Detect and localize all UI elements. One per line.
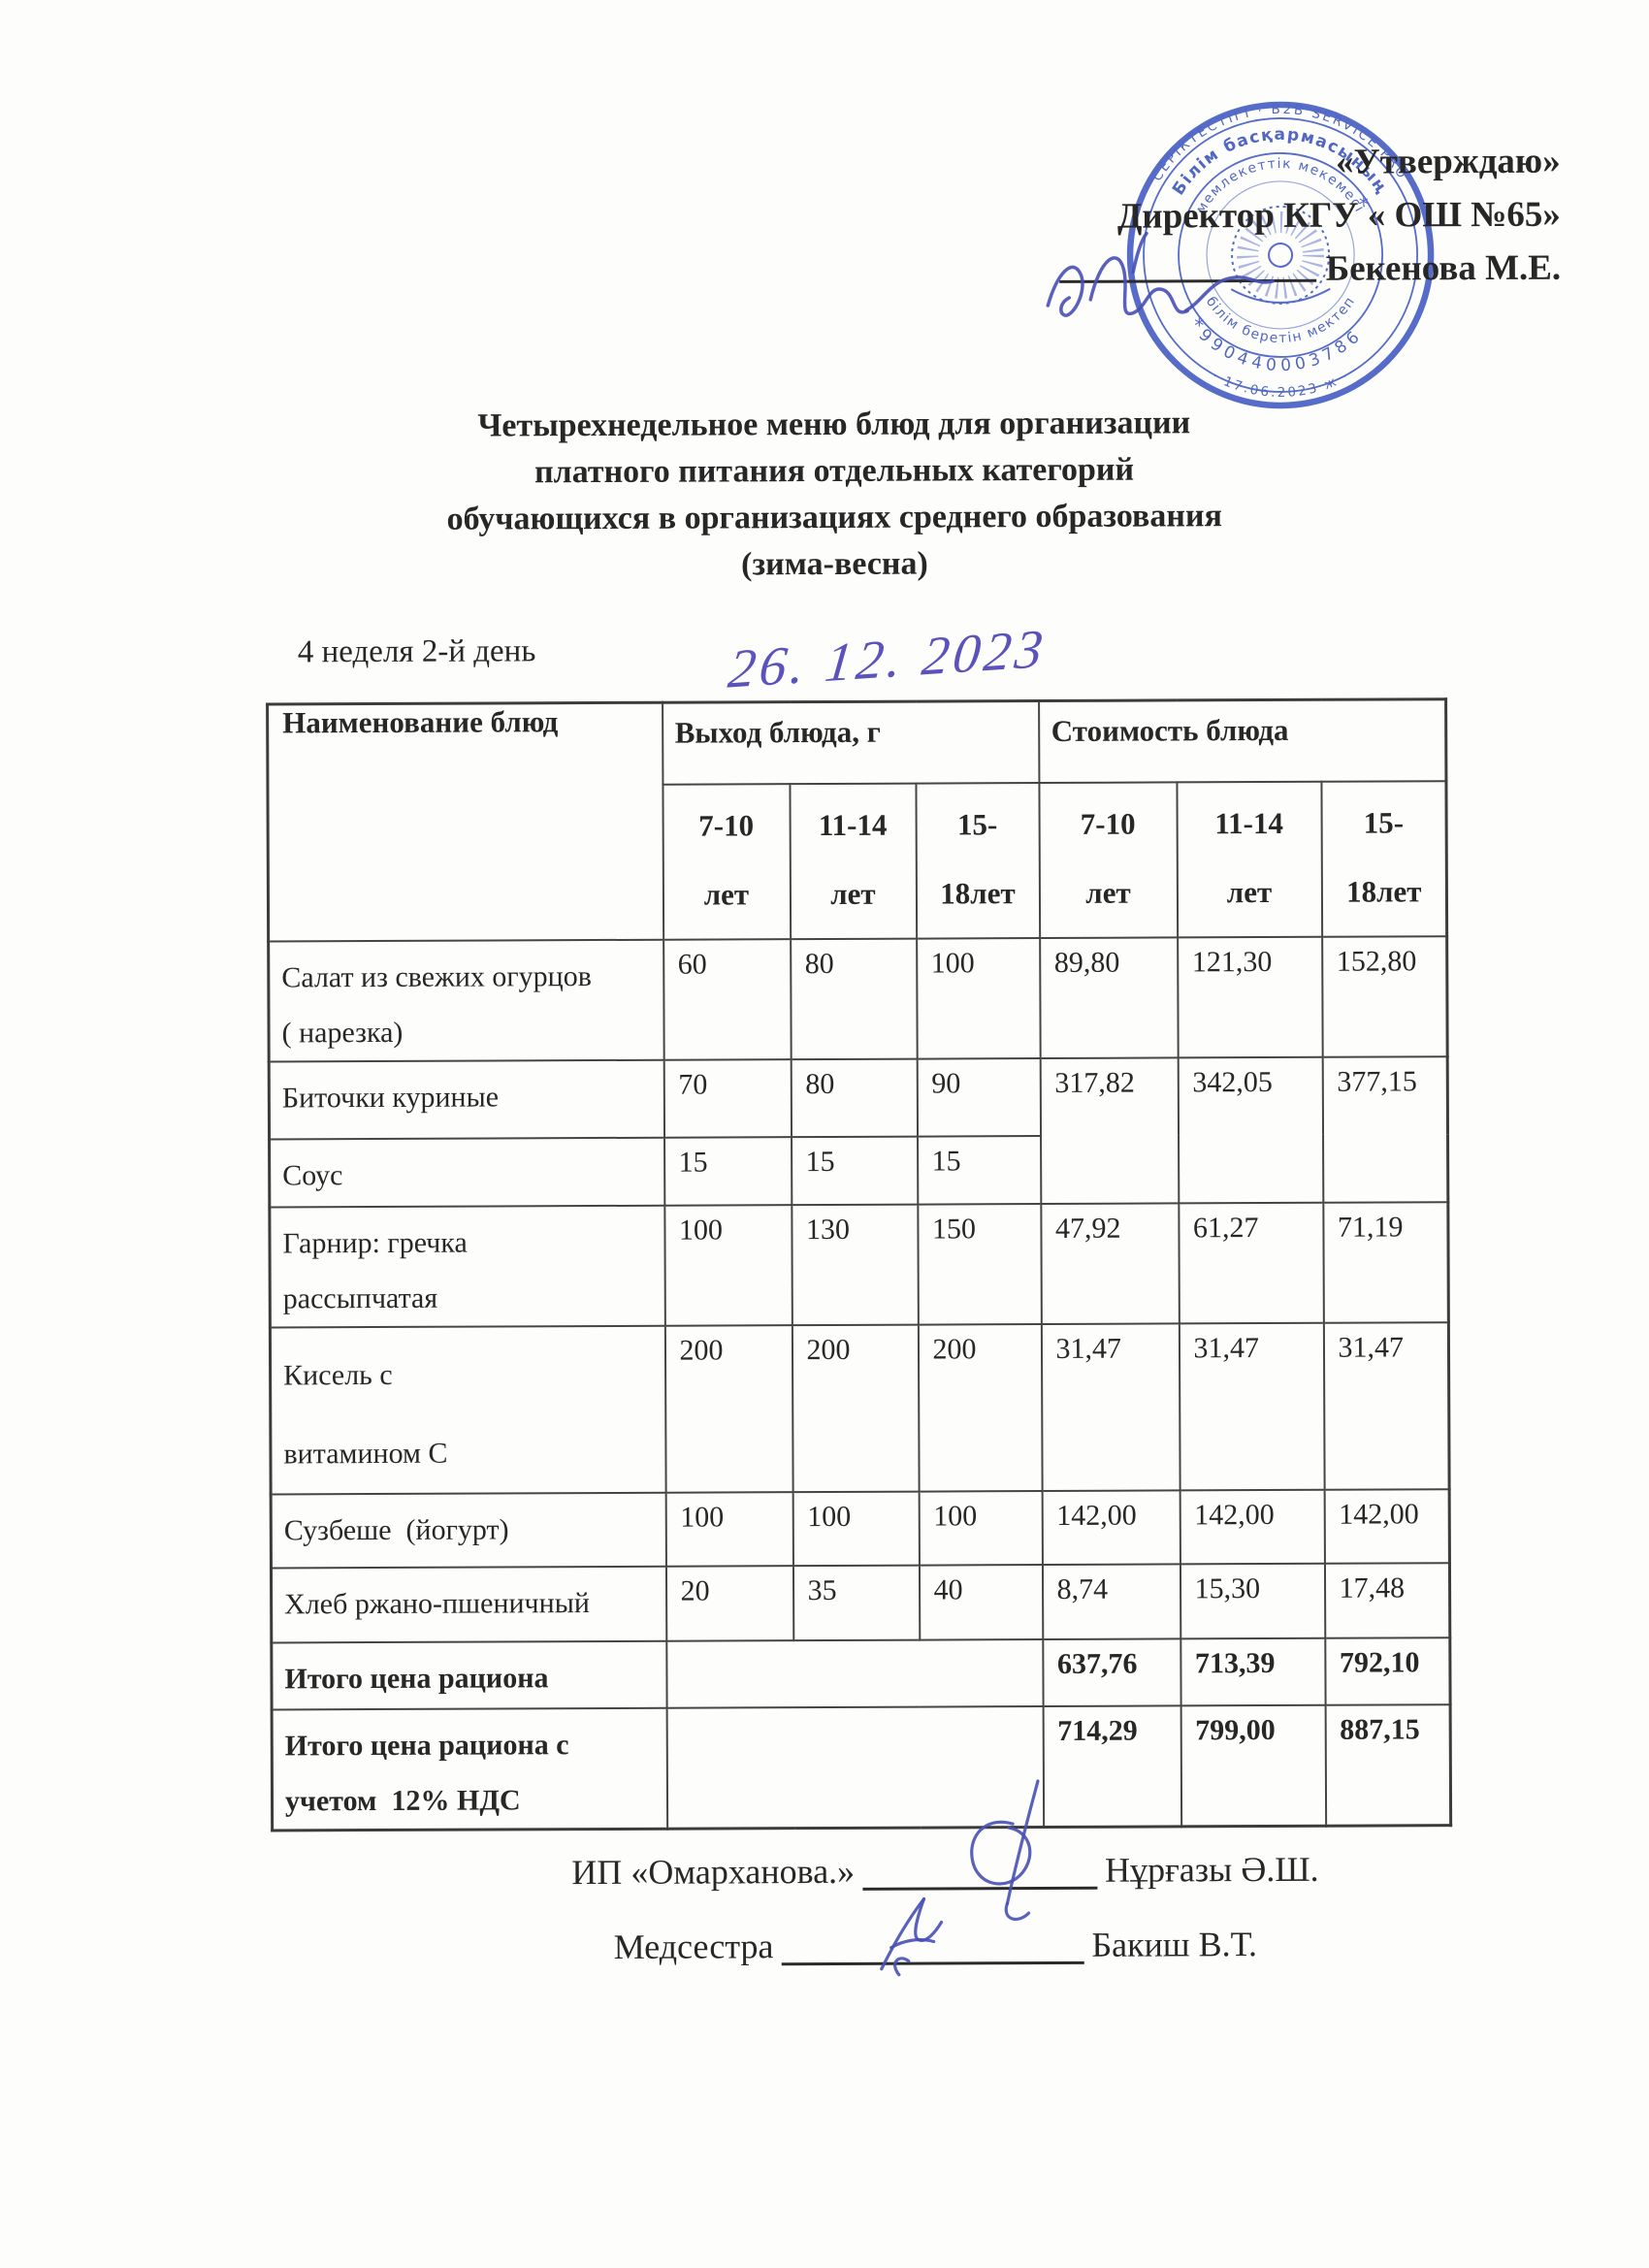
table-total-vat-row: Итого цена рациона с учетом 12% НДС 714,… xyxy=(272,1703,1451,1831)
header-age-col: 15- 18лет xyxy=(1320,780,1447,937)
cost-value-cell: 31,47 xyxy=(1323,1321,1450,1490)
weight-value-cell: 15 xyxy=(663,1136,792,1206)
dish-name-cell: Кисель с витамином С xyxy=(270,1325,666,1494)
stamp-ring xyxy=(1178,152,1383,358)
title-line-4: (зима-весна) xyxy=(741,545,928,583)
dish-name-cell: Соус xyxy=(269,1137,664,1207)
table-row: Биточки куриные 70 80 90 317,82 342,05 3… xyxy=(269,1055,1448,1204)
total-vat-cost-cell: 799,00 xyxy=(1180,1704,1326,1827)
cost-value-cell: 17,48 xyxy=(1324,1562,1450,1638)
table-header-group-row: Наименование блюд Выход блюда, г Стоимос… xyxy=(267,698,1446,942)
nurse-signature xyxy=(880,1896,944,1977)
weight-value-cell: 20 xyxy=(665,1565,793,1641)
nurse-label: Медсестра xyxy=(613,1927,774,1966)
weight-value-cell: 100 xyxy=(916,937,1041,1059)
weight-value-cell: 80 xyxy=(790,938,918,1059)
weight-value-cell: 80 xyxy=(791,1058,918,1137)
document-title: Четырехнедельное меню блюд для организац… xyxy=(241,399,1429,590)
svg-text:*: * xyxy=(1359,193,1369,216)
cost-value-cell: 142,00 xyxy=(1180,1489,1325,1564)
header-age-col: 11-14 лет xyxy=(1176,781,1322,937)
weight-value-cell: 40 xyxy=(919,1564,1043,1640)
total-vat-cost-cell: 887,15 xyxy=(1325,1703,1451,1826)
total-cost-cell: 713,39 xyxy=(1180,1637,1326,1705)
stamp-outer-ring xyxy=(1126,101,1435,409)
table-total-row: Итого цена рациона 637,76 713,39 792,10 xyxy=(271,1636,1451,1709)
header-age-col: 7-10 лет xyxy=(662,783,791,940)
table-row: Кисель с витамином С 200 200 200 31,47 3… xyxy=(270,1321,1450,1494)
weight-value-cell: 90 xyxy=(917,1057,1041,1137)
handwritten-date: 26. 12. 2023 xyxy=(725,618,1050,700)
weight-value-cell: 200 xyxy=(664,1324,793,1493)
table-row: Хлеб ржано-пшеничный 20 35 40 8,74 15,30… xyxy=(271,1562,1450,1642)
total-cost-cell: 792,10 xyxy=(1324,1636,1451,1705)
approval-word: «Утверждаю» xyxy=(1335,141,1561,182)
title-line-2: платного питания отдельных категорий xyxy=(534,451,1135,491)
table-row: Салат из свежих огурцов ( нарезка) 60 80… xyxy=(268,935,1448,1062)
dish-name-cell: Салат из свежих огурцов ( нарезка) xyxy=(268,939,664,1062)
cost-value-cell: 47,92 xyxy=(1040,1202,1180,1324)
cost-value-cell: 61,27 xyxy=(1178,1202,1324,1323)
header-dish-name: Наименование блюд xyxy=(267,702,663,942)
total-vat-label-cell: Итого цена рациона с учетом 12% НДС xyxy=(272,1707,667,1831)
weight-value-cell: 15 xyxy=(917,1135,1041,1205)
dish-name-cell: Биточки куриные xyxy=(269,1059,664,1140)
header-age-col: 15- 18лет xyxy=(915,782,1040,939)
cost-value-cell: 89,80 xyxy=(1039,936,1179,1058)
title-line-1: Четырехнедельное меню блюд для организац… xyxy=(477,405,1191,444)
cost-value-cell: 342,05 xyxy=(1178,1056,1323,1203)
weight-value-cell: 100 xyxy=(663,1204,792,1326)
cost-value-cell: 31,47 xyxy=(1041,1322,1180,1491)
supplier-label: ИП «Омарханова.» xyxy=(571,1851,856,1893)
stamp-center-emblem: * * xyxy=(1194,193,1369,338)
cost-value-cell: 15,30 xyxy=(1180,1563,1325,1638)
cost-value-cell: 377,15 xyxy=(1322,1055,1448,1203)
official-round-stamp: СЕРІКТЕСТІГІ · B2B SERVICE PRO · 17.06.2… xyxy=(1126,101,1435,409)
stamp-ring xyxy=(1206,180,1355,330)
dish-name-cell: Гарнир: гречка рассыпчатая xyxy=(269,1205,665,1327)
empty-cell xyxy=(665,1638,1044,1708)
nurse-name: Бакиш В.Т. xyxy=(1091,1925,1258,1964)
director-name: Бекенова М.Е. xyxy=(1325,247,1562,289)
cost-value-cell: 142,00 xyxy=(1042,1489,1180,1565)
table-row: Сузбеше (йогурт) 100 100 100 142,00 142,… xyxy=(271,1488,1450,1568)
header-age-col: 11-14 лет xyxy=(789,783,917,939)
header-age-col: 7-10 лет xyxy=(1038,781,1178,938)
weight-value-cell: 200 xyxy=(792,1324,920,1492)
title-line-3: обучающихся в организациях среднего обра… xyxy=(446,498,1223,537)
stamp-ring xyxy=(1143,117,1418,393)
menu-table: Наименование блюд Выход блюда, г Стоимос… xyxy=(266,697,1453,1831)
weight-value-cell: 70 xyxy=(663,1058,792,1138)
table-row: Гарнир: гречка рассыпчатая 100 130 150 4… xyxy=(269,1201,1449,1327)
weight-value-cell: 100 xyxy=(919,1490,1043,1566)
weight-value-cell: 200 xyxy=(918,1323,1043,1492)
cost-value-cell: 8,74 xyxy=(1042,1563,1180,1639)
weight-value-cell: 150 xyxy=(917,1203,1042,1325)
weight-value-cell: 35 xyxy=(792,1565,920,1640)
header-cost-group: Стоимость блюда xyxy=(1038,698,1446,783)
cost-value-cell: 71,19 xyxy=(1322,1201,1449,1323)
dish-name-cell: Сузбеше (йогурт) xyxy=(271,1492,666,1568)
week-day-label: 4 неделя 2-й день xyxy=(297,633,536,670)
weight-value-cell: 15 xyxy=(791,1136,918,1205)
cost-value-cell: 31,47 xyxy=(1179,1322,1325,1490)
svg-text:*: * xyxy=(1194,313,1204,337)
cost-value-cell: 121,30 xyxy=(1177,936,1323,1057)
cost-value-cell: 152,80 xyxy=(1321,935,1448,1057)
cost-value-cell: 142,00 xyxy=(1324,1488,1450,1564)
supplier-name: Нұрғазы Ә.Ш. xyxy=(1105,1849,1319,1890)
dish-name-cell: Хлеб ржано-пшеничный xyxy=(271,1566,666,1642)
weight-value-cell: 100 xyxy=(792,1491,920,1566)
total-cost-cell: 637,76 xyxy=(1042,1637,1181,1706)
weight-value-cell: 130 xyxy=(791,1204,919,1325)
weight-value-cell: 60 xyxy=(663,938,792,1060)
header-weight-group: Выход блюда, г xyxy=(662,700,1039,785)
weight-value-cell: 100 xyxy=(665,1491,793,1567)
supplier-signature xyxy=(970,1779,1040,1922)
cost-value-cell: 317,82 xyxy=(1040,1056,1179,1204)
total-label-cell: Итого цена рациона xyxy=(271,1640,667,1709)
director-signature xyxy=(1046,231,1275,317)
